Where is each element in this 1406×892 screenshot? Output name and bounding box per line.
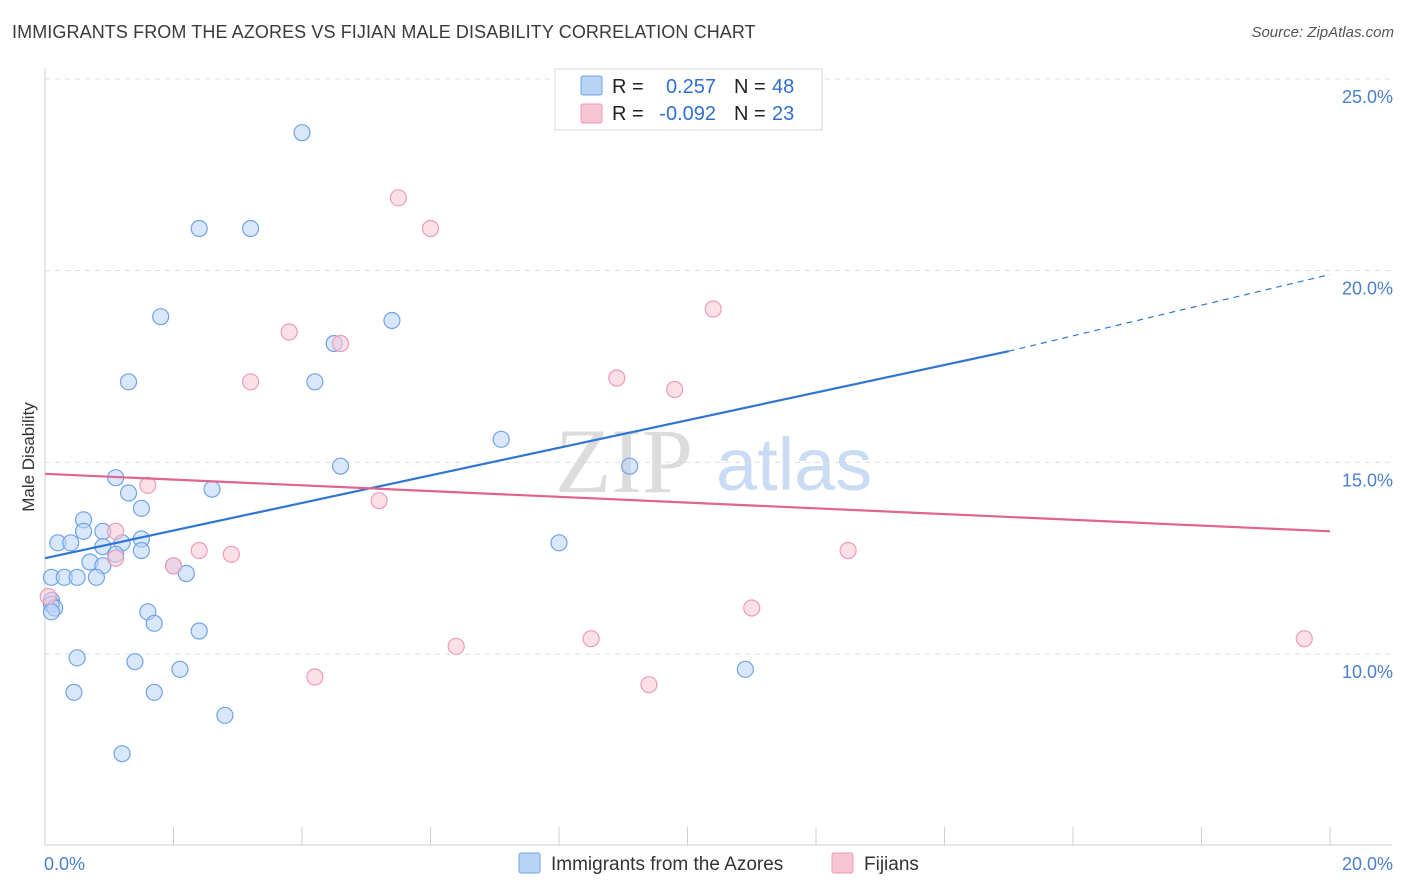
azores-point [203, 480, 221, 498]
azores-point [62, 534, 80, 552]
fijians-point [743, 599, 761, 617]
data-points [39, 124, 1313, 763]
azores-point [216, 706, 234, 724]
axes [44, 68, 1392, 846]
y-tick-label: 10.0% [1342, 662, 1393, 682]
x-tick-label-max: 20.0% [1342, 854, 1393, 874]
x-tick-labels: 0.0% 20.0% [44, 854, 1393, 874]
legend-r-value-azores: 0.257 [666, 76, 716, 98]
bottom-legend: Immigrants from the Azores Fijians [518, 852, 919, 875]
azores-point [306, 373, 324, 391]
fijians-point [107, 522, 125, 540]
azores-point [87, 568, 106, 586]
fijians-point [190, 541, 208, 560]
bottom-legend-swatch-azores [518, 852, 541, 874]
y-tick-label: 15.0% [1342, 470, 1393, 490]
watermark-atlas: atlas [716, 423, 872, 506]
azores-point [145, 614, 163, 632]
azores-point [42, 603, 61, 621]
fijians-point [331, 334, 350, 353]
legend-n-value-fijians: 23 [772, 103, 794, 125]
legend: R = 0.257 N = 48 R = -0.092 N = 23 [554, 68, 823, 131]
azores-point [68, 568, 86, 586]
y-axis-title: Male Disability [19, 402, 38, 512]
fijians-point [608, 369, 626, 387]
bottom-legend-label-fijians: Fijians [864, 854, 919, 875]
fijians-point [242, 373, 260, 391]
x-ticks [44, 827, 1331, 845]
fijians-point [389, 189, 407, 207]
legend-r-label-azores: R = [612, 76, 644, 98]
bottom-legend-label-azores: Immigrants from the Azores [551, 854, 783, 875]
azores-point [132, 541, 150, 560]
bottom-legend-swatch-fijians [831, 852, 854, 874]
trend-lines [44, 273, 1331, 560]
azores-point [550, 534, 568, 552]
fijians-point [447, 637, 465, 655]
fijians-point [582, 630, 600, 648]
azores-point [113, 745, 131, 763]
azores-point [145, 683, 163, 701]
fijians-point [107, 549, 125, 567]
fijians-point [370, 492, 388, 510]
azores-point [331, 457, 350, 475]
legend-swatch-fijians [580, 103, 603, 124]
azores-point [293, 124, 311, 142]
legend-n-label-fijians: N = [734, 103, 766, 125]
legend-swatch-azores [580, 75, 603, 96]
azores-point [152, 308, 170, 326]
fijians-point [222, 545, 240, 563]
azores-point [492, 430, 510, 448]
azores-point [68, 649, 86, 667]
azores-point [126, 653, 144, 671]
fijians-point [640, 676, 658, 694]
legend-n-label-azores: N = [734, 76, 766, 98]
fijians-point [1295, 630, 1313, 648]
fijians-point [280, 323, 298, 341]
gridlines [45, 78, 1392, 655]
azores-point [132, 499, 150, 517]
fijians-point [839, 541, 857, 560]
y-tick-labels: 10.0% 15.0% 20.0% 25.0% [1342, 87, 1393, 682]
azores-point [621, 457, 639, 475]
y-tick-label: 25.0% [1342, 87, 1393, 107]
azores-point [736, 660, 754, 678]
legend-r-value-fijians: -0.092 [659, 103, 716, 125]
y-tick-label: 20.0% [1342, 279, 1393, 299]
azores-point [171, 660, 189, 678]
azores-trend-extension [1008, 273, 1331, 352]
source-label: Source: ZipAtlas.com [1251, 24, 1394, 41]
azores-trend-line [44, 350, 1009, 560]
azores-point [65, 683, 83, 701]
fijians-point [39, 587, 57, 606]
legend-n-value-azores: 48 [772, 76, 794, 98]
legend-r-label-fijians: R = [612, 103, 644, 125]
fijians-point [421, 219, 440, 238]
fijians-point [704, 300, 722, 318]
x-tick-label-min: 0.0% [44, 854, 85, 874]
fijians-point [666, 380, 684, 399]
fijians-trend-line [44, 472, 1331, 533]
azores-point [119, 484, 138, 502]
azores-point [242, 219, 260, 238]
azores-point [190, 219, 208, 238]
azores-point [177, 564, 195, 583]
azores-point [74, 522, 93, 540]
fijians-point [164, 557, 183, 575]
azores-point [190, 622, 208, 640]
chart-title: IMMIGRANTS FROM THE AZORES VS FIJIAN MAL… [12, 22, 756, 42]
fijians-point [306, 668, 324, 686]
azores-point [383, 311, 401, 330]
azores-point [119, 373, 138, 391]
